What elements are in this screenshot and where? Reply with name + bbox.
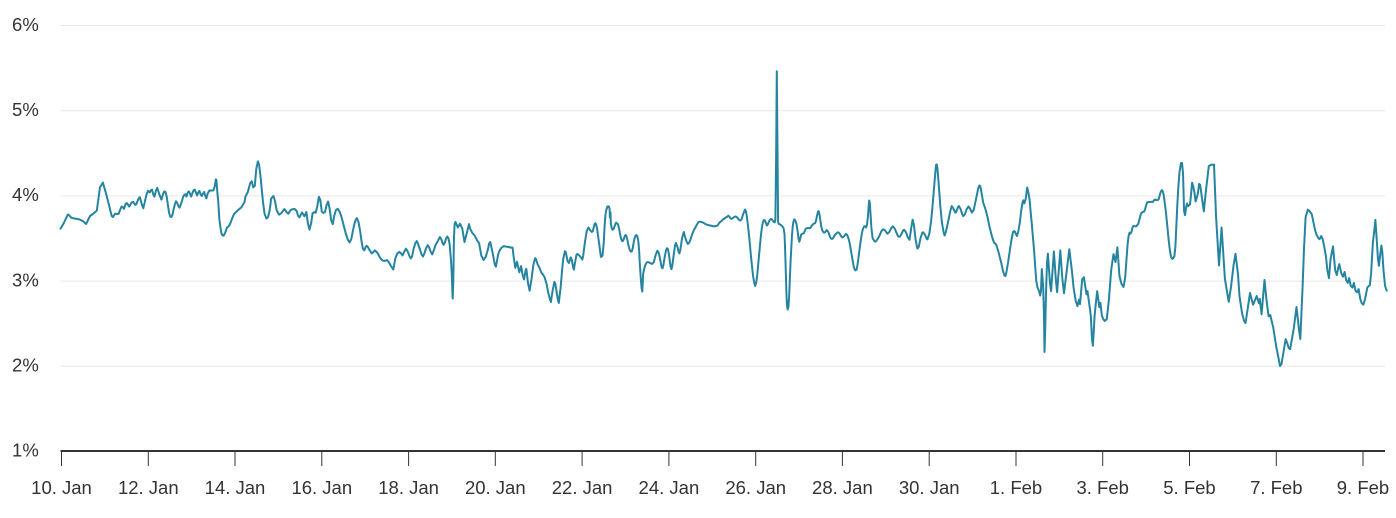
svg-text:12. Jan: 12. Jan [118,477,179,498]
svg-text:30. Jan: 30. Jan [899,477,960,498]
svg-text:14. Jan: 14. Jan [205,477,266,498]
svg-text:5%: 5% [12,99,39,120]
svg-text:3. Feb: 3. Feb [1076,477,1128,498]
svg-text:10. Jan: 10. Jan [31,477,92,498]
svg-text:24. Jan: 24. Jan [639,477,700,498]
svg-text:20. Jan: 20. Jan [465,477,526,498]
svg-text:4%: 4% [12,184,39,205]
svg-text:28. Jan: 28. Jan [812,477,873,498]
svg-text:5. Feb: 5. Feb [1163,477,1215,498]
svg-text:1. Feb: 1. Feb [990,477,1042,498]
svg-text:3%: 3% [12,269,39,290]
svg-text:16. Jan: 16. Jan [291,477,352,498]
svg-text:7. Feb: 7. Feb [1250,477,1302,498]
svg-text:1%: 1% [12,439,39,460]
svg-text:9. Feb: 9. Feb [1337,477,1389,498]
svg-text:22. Jan: 22. Jan [552,477,613,498]
svg-text:18. Jan: 18. Jan [378,477,439,498]
svg-text:26. Jan: 26. Jan [725,477,786,498]
svg-text:2%: 2% [12,355,39,376]
svg-text:6%: 6% [12,14,39,35]
